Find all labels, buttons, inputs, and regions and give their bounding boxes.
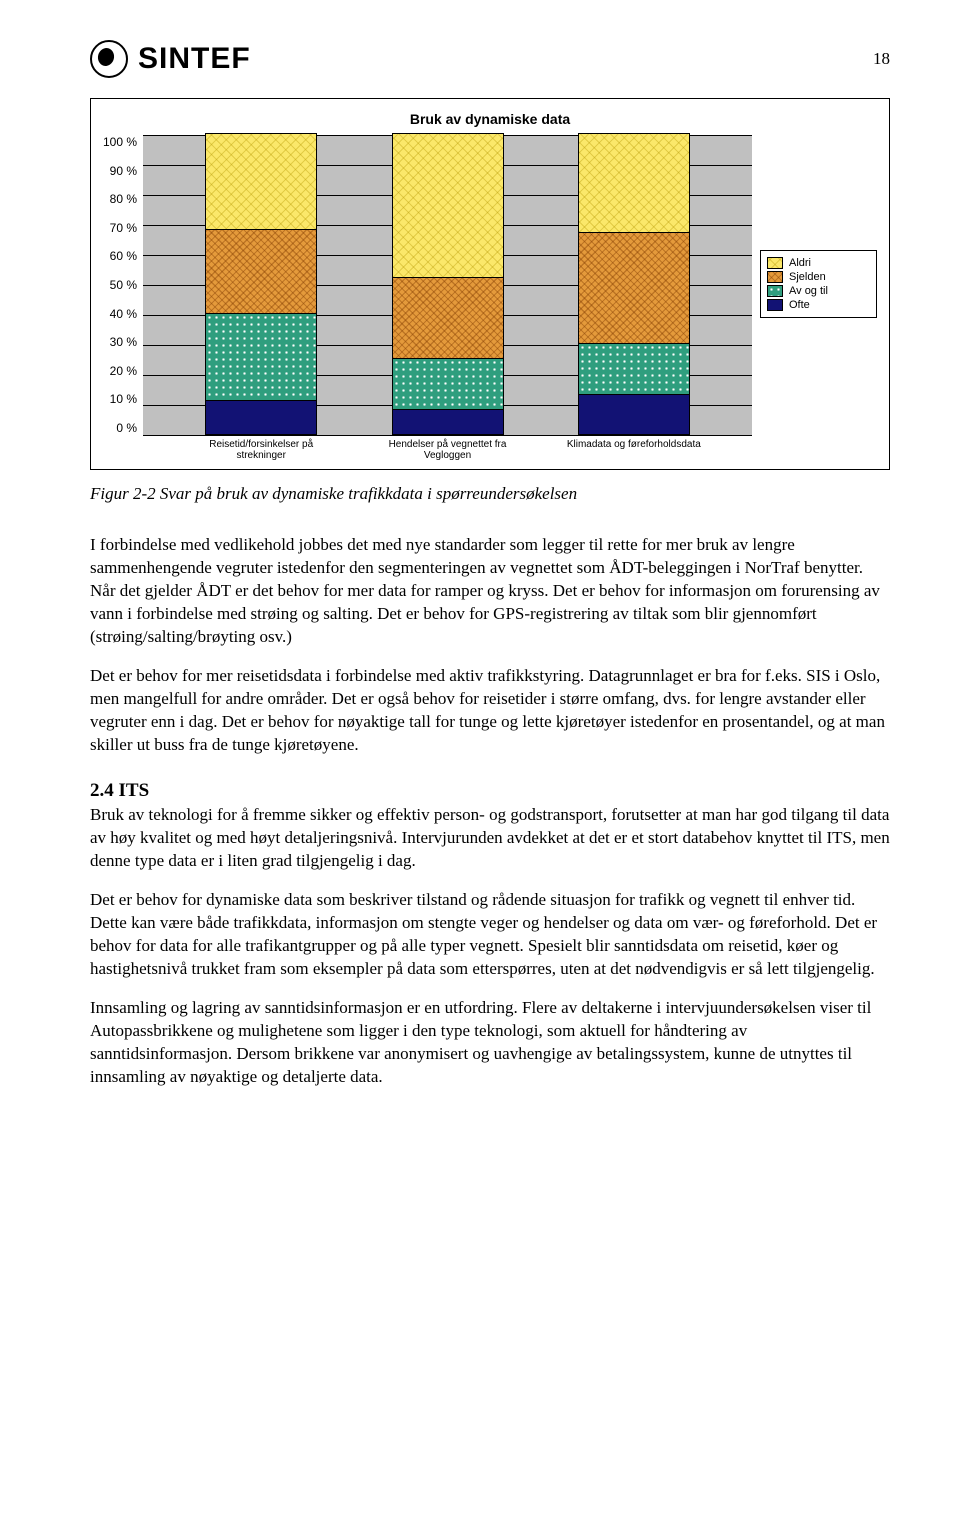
- legend-swatch-icon: [767, 271, 783, 283]
- legend-item-ofte: Ofte: [767, 299, 870, 311]
- legend-swatch-icon: [767, 257, 783, 269]
- bar-segment-ofte: [206, 400, 316, 434]
- page-number: 18: [873, 49, 890, 69]
- legend-swatch-icon: [767, 299, 783, 311]
- x-axis-labels: Reisetid/forsinkelser på strekninger Hend…: [143, 435, 752, 461]
- logo-mark-icon: [90, 40, 128, 78]
- bar-segment-sjelden: [393, 277, 503, 358]
- bar-segment-avogtil: [393, 358, 503, 409]
- page-header: SINTEF 18: [90, 40, 890, 78]
- legend-item-aldri: Aldri: [767, 257, 870, 269]
- legend-item-sjelden: Sjelden: [767, 271, 870, 283]
- figure-caption: Figur 2-2 Svar på bruk av dynamiske traf…: [90, 484, 890, 504]
- bar-segment-avogtil: [579, 343, 689, 394]
- paragraph-4: Det er behov for dynamiske data som besk…: [90, 889, 890, 981]
- bar-segment-sjelden: [579, 232, 689, 343]
- logo-text: SINTEF: [138, 42, 251, 76]
- bar-segment-aldri: [579, 134, 689, 232]
- paragraph-1: I forbindelse med vedlikehold jobbes det…: [90, 534, 890, 649]
- legend-label: Aldri: [789, 257, 811, 269]
- bar-segment-ofte: [393, 409, 503, 434]
- bar-segment-avogtil: [206, 313, 316, 400]
- section-heading-2-4: 2.4 ITS: [90, 780, 890, 802]
- bar-segment-aldri: [393, 134, 503, 277]
- bar-segment-aldri: [206, 134, 316, 229]
- sintef-logo: SINTEF: [90, 40, 251, 78]
- bar-segment-sjelden: [206, 229, 316, 313]
- chart-bar: [578, 133, 690, 435]
- paragraph-2: Det er behov for mer reisetidsdata i for…: [90, 665, 890, 757]
- paragraph-3: Bruk av teknologi for å fremme sikker og…: [90, 804, 890, 873]
- legend-label: Av og til: [789, 285, 828, 297]
- x-axis-label: Reisetid/forsinkelser på strekninger: [186, 439, 336, 461]
- x-axis-label: Klimadata og føreforholdsdata: [559, 439, 709, 461]
- legend-item-avogtil: Av og til: [767, 285, 870, 297]
- paragraph-5: Innsamling og lagring av sanntidsinforma…: [90, 997, 890, 1089]
- bar-segment-ofte: [579, 394, 689, 434]
- chart-bar: [392, 133, 504, 435]
- chart-bar: [205, 133, 317, 435]
- chart-frame: Bruk av dynamiske data 100 %90 %80 %70 %…: [90, 98, 890, 470]
- chart-legend: Aldri Sjelden Av og til Ofte: [760, 250, 877, 318]
- legend-swatch-icon: [767, 285, 783, 297]
- chart-plot: [143, 135, 752, 435]
- y-axis: 100 %90 %80 %70 %60 %50 %40 %30 %20 %10 …: [103, 135, 143, 457]
- legend-label: Ofte: [789, 299, 810, 311]
- x-axis-label: Hendelser på vegnettet fra Vegloggen: [373, 439, 523, 461]
- legend-label: Sjelden: [789, 271, 826, 283]
- chart-title: Bruk av dynamiske data: [103, 111, 877, 127]
